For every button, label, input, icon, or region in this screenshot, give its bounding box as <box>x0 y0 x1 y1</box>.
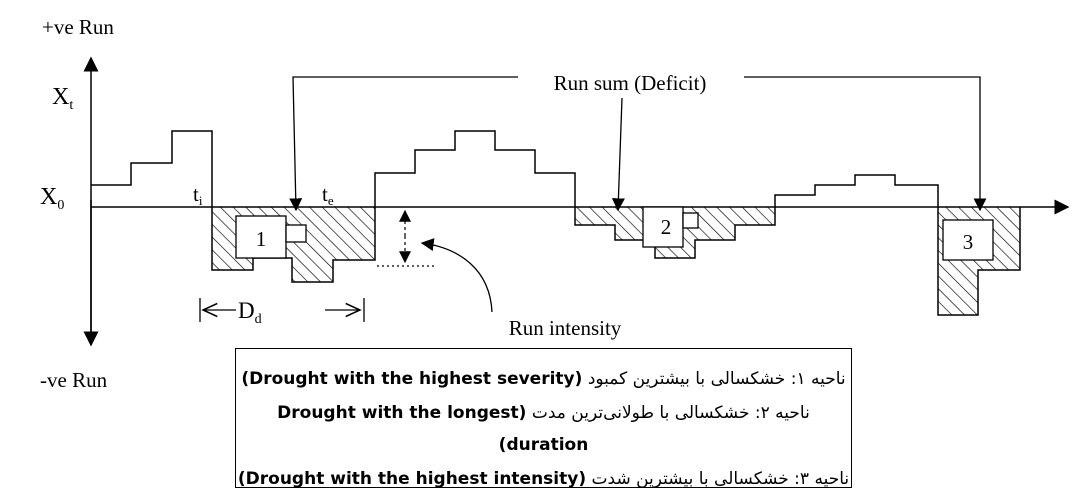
dd-label: Dd <box>238 298 262 327</box>
region-label: 2 <box>661 215 672 239</box>
positive-run-label: +ve Run <box>42 15 114 39</box>
region-box-small <box>682 212 699 229</box>
x0-base: X <box>40 184 57 210</box>
callout-line <box>744 76 987 212</box>
legend-english: (Drought with the highest severity) <box>241 369 583 389</box>
diagram: 1 2 3 +ve Run -ve Run Xt X0 ti te Dd Run… <box>40 15 1070 392</box>
x0-label: X0 <box>40 184 64 213</box>
legend-persian: ناحیه ۳: خشکسالی با بیشترین شدت <box>591 469 850 489</box>
ti-label: ti <box>193 182 203 208</box>
legend-english: (Drought with the highest intensity) <box>237 469 587 489</box>
legend-item: ناحیه ۲: خشکسالی با طولانی‌ترین مدت (Dro… <box>236 397 851 461</box>
region-box <box>942 219 994 261</box>
te-sub: e <box>328 193 334 208</box>
region-label: 1 <box>256 227 267 251</box>
legend-persian: ناحیه ۲: خشکسالی با طولانی‌ترین مدت <box>531 403 810 423</box>
dd-sub: d <box>255 312 262 327</box>
ti-base: t <box>193 182 199 206</box>
intensity-callout <box>420 238 493 313</box>
negative-run-label: -ve Run <box>40 368 108 392</box>
region-label: 3 <box>963 230 974 254</box>
dd-base: D <box>238 298 255 323</box>
te-label: te <box>322 182 334 208</box>
x0-sub: 0 <box>57 198 64 213</box>
legend-item: ناحیه ۱: خشکسالی با بیشترین کمبود (Droug… <box>236 363 851 395</box>
callout-line <box>611 97 625 212</box>
legend-item: ناحیه ۳: خشکسالی با بیشترین شدت (Drought… <box>236 463 851 495</box>
region-box-small <box>285 224 307 243</box>
run-intensity-label: Run intensity <box>509 316 622 340</box>
xt-base: X <box>52 84 69 110</box>
run-sum-label: Run sum (Deficit) <box>554 71 707 95</box>
page: 1 2 3 +ve Run -ve Run Xt X0 ti te Dd Run… <box>40 15 1070 489</box>
xt-label: Xt <box>52 84 73 113</box>
series-line <box>91 130 1021 316</box>
legend-english: (Drought with the longest duration) <box>277 403 589 455</box>
ti-sub: i <box>199 193 203 208</box>
xt-sub: t <box>69 98 73 113</box>
callout-line <box>289 76 518 212</box>
legend-box: ناحیه ۱: خشکسالی با بیشترین کمبود (Droug… <box>235 348 852 489</box>
legend-persian: ناحیه ۱: خشکسالی با بیشترین کمبود <box>587 369 846 389</box>
te-base: t <box>322 182 328 206</box>
region-box <box>642 206 684 248</box>
